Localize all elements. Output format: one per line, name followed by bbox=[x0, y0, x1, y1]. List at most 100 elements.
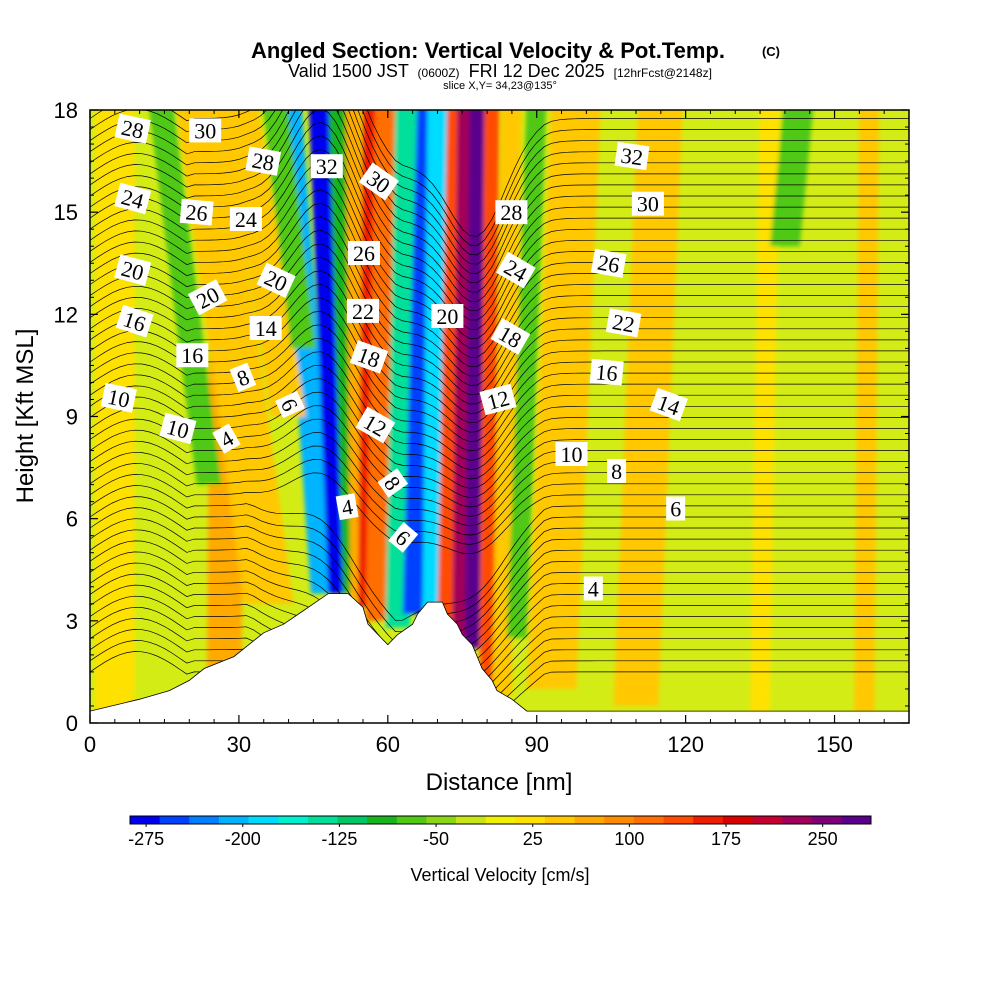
theta-contour-line bbox=[90, 351, 909, 470]
contour-label: 16 bbox=[176, 343, 209, 368]
colorbar-swatch bbox=[307, 816, 338, 824]
colorbar: -275 -200 -125 -50 25 100 175 250 bbox=[128, 815, 872, 849]
contour-label-text: 22 bbox=[611, 309, 637, 337]
contour-label: 4 bbox=[583, 576, 603, 602]
theta-contour-line bbox=[90, 595, 909, 723]
contour-label: 10 bbox=[100, 382, 137, 413]
y-axis: 0 3 6 9 12 15 18 bbox=[54, 98, 909, 736]
contour-label-box bbox=[310, 154, 343, 179]
contour-label-text: 26 bbox=[185, 199, 209, 226]
theta-contour-line bbox=[90, 148, 909, 330]
contour-label: 8 bbox=[607, 459, 627, 484]
velocity-band bbox=[464, 110, 485, 649]
theta-contour-line bbox=[90, 229, 909, 386]
contour-label: 14 bbox=[649, 387, 688, 422]
contour-label-text: 28 bbox=[250, 147, 276, 175]
colorbar-swatch bbox=[278, 816, 309, 824]
theta-contour-line bbox=[90, 364, 909, 480]
contour-label: 28 bbox=[495, 200, 528, 225]
contour-label-box bbox=[666, 496, 686, 521]
contour-label-box bbox=[159, 412, 197, 445]
contour-label: 30 bbox=[189, 118, 222, 143]
theta-contour-line bbox=[90, 324, 909, 452]
velocity-band bbox=[770, 110, 814, 247]
theta-contour-line bbox=[90, 617, 909, 723]
contour-label-box bbox=[114, 254, 152, 286]
contour-label-text: 16 bbox=[181, 343, 203, 368]
y-axis-label: Height [Kft MSL] bbox=[12, 329, 39, 504]
contour-label: 20 bbox=[431, 304, 464, 329]
subtitle-valid: Valid 1500 JST bbox=[288, 61, 409, 81]
contour-label-box bbox=[589, 358, 624, 386]
contour-label: 14 bbox=[249, 316, 282, 341]
contour-label: 28 bbox=[245, 146, 282, 176]
theta-contour-line bbox=[90, 110, 909, 293]
y-tick-label: 12 bbox=[54, 302, 78, 327]
colorbar-tick-label: -200 bbox=[225, 829, 261, 849]
contour-label: 12 bbox=[479, 383, 517, 416]
contour-label-box bbox=[631, 191, 664, 216]
theta-contour-line bbox=[90, 562, 909, 700]
theta-contour-line bbox=[90, 551, 909, 688]
contour-label-box bbox=[114, 182, 152, 215]
theta-contour-line bbox=[90, 337, 909, 461]
contour-label-box bbox=[377, 468, 409, 498]
colorbar-swatch bbox=[604, 816, 635, 824]
contour-label-text: 28 bbox=[119, 115, 146, 144]
contour-label: 28 bbox=[114, 113, 151, 144]
contour-label-box bbox=[100, 382, 137, 413]
contour-label: 22 bbox=[605, 308, 642, 338]
slice-label: slice X,Y= 34,23@135° bbox=[443, 80, 557, 92]
contour-label-box bbox=[355, 406, 396, 444]
contour-label-text: 30 bbox=[194, 118, 216, 143]
theta-contour-line bbox=[90, 378, 909, 489]
theta-contour-line bbox=[90, 445, 909, 536]
velocity-band bbox=[224, 110, 306, 417]
theta-contour-line bbox=[90, 485, 909, 621]
x-tick-label: 0 bbox=[84, 732, 96, 757]
contour-label-box bbox=[490, 318, 531, 355]
colorbar-swatch bbox=[130, 816, 161, 824]
theta-contour-line bbox=[90, 529, 909, 666]
contour-label-text: 6 bbox=[670, 497, 681, 522]
title-mark: (C) bbox=[762, 44, 780, 59]
contour-label: 18 bbox=[349, 340, 389, 374]
contour-label-box bbox=[115, 304, 154, 338]
contour-label-text: 30 bbox=[637, 192, 659, 217]
subtitle-date: FRI 12 Dec 2025 bbox=[469, 61, 605, 81]
contour-label-box bbox=[388, 522, 419, 553]
contour-label-box bbox=[335, 493, 359, 521]
contour-label-box bbox=[431, 304, 464, 328]
velocity-band bbox=[506, 110, 547, 638]
contour-label: 8 bbox=[377, 468, 409, 498]
colorbar-swatch bbox=[456, 816, 487, 824]
colorbar-tick-label: 100 bbox=[614, 829, 644, 849]
colorbar-swatch bbox=[782, 816, 813, 824]
colorbar-tick-label: 175 bbox=[711, 829, 741, 849]
theta-contour-line bbox=[90, 540, 909, 677]
colorbar-tick-label: -275 bbox=[128, 829, 164, 849]
colorbar-swatch bbox=[218, 816, 249, 824]
theta-contour-line bbox=[90, 518, 909, 655]
colorbar-swatch bbox=[841, 816, 872, 824]
x-tick-label: 120 bbox=[667, 732, 704, 757]
contour-label-box bbox=[179, 198, 214, 226]
theta-contour-line bbox=[90, 432, 909, 527]
x-axis: 0 30 60 90 120 150 bbox=[84, 110, 910, 757]
theta-contour-line bbox=[90, 496, 909, 632]
contour-label-box bbox=[555, 442, 588, 466]
theta-contour-line bbox=[90, 472, 909, 555]
colorbar-tick-label: -125 bbox=[321, 829, 357, 849]
contour-label-box bbox=[495, 200, 528, 225]
contour-label-text: 10 bbox=[105, 384, 132, 413]
contour-label-text: 22 bbox=[352, 299, 374, 324]
subtitle-forecast: [12hrFcst@2148z] bbox=[614, 66, 712, 80]
contour-label-box bbox=[229, 362, 257, 392]
velocity-band bbox=[613, 110, 683, 706]
theta-contour-line bbox=[90, 606, 909, 723]
contour-label: 26 bbox=[348, 241, 380, 266]
contour-label-box bbox=[212, 423, 241, 454]
contour-label-box bbox=[114, 113, 151, 144]
contour-label-box bbox=[358, 162, 399, 201]
